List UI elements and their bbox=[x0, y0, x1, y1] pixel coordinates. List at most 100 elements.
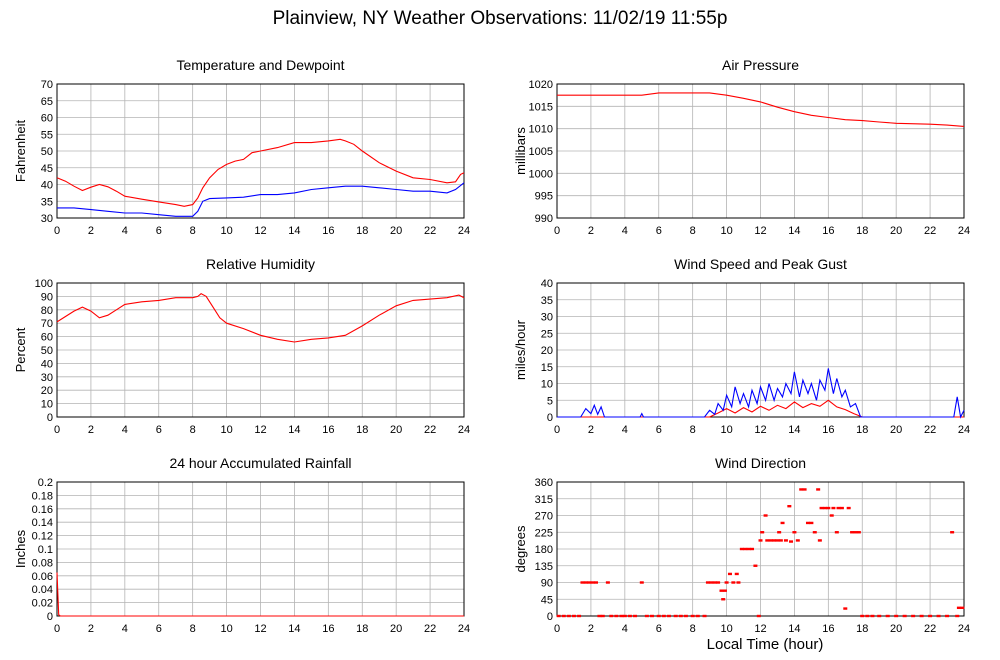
data-point bbox=[945, 614, 950, 618]
data-point bbox=[724, 581, 729, 584]
data-point bbox=[758, 539, 763, 542]
x-tick-label: 6 bbox=[656, 225, 662, 237]
data-point bbox=[556, 614, 561, 618]
data-point bbox=[727, 572, 732, 576]
x-tick-label: 18 bbox=[856, 225, 868, 237]
y-tick-label: 0 bbox=[47, 412, 53, 424]
data-point bbox=[587, 581, 592, 584]
chart-title: Wind Direction bbox=[715, 455, 806, 471]
data-point bbox=[656, 614, 661, 618]
x-tick-label: 16 bbox=[322, 623, 334, 635]
y-tick-label: 15 bbox=[541, 362, 553, 374]
chart-title: Wind Speed and Peak Gust bbox=[674, 256, 847, 272]
y-tick-label: 100 bbox=[35, 278, 53, 290]
y-tick-label: 1015 bbox=[529, 101, 553, 113]
data-point bbox=[783, 539, 788, 542]
x-tick-label: 12 bbox=[754, 225, 766, 237]
data-point bbox=[802, 488, 807, 491]
y-tick-label: 0.08 bbox=[32, 557, 53, 569]
x-tick-label: 4 bbox=[122, 623, 128, 635]
data-point bbox=[619, 614, 624, 618]
y-tick-label: 0 bbox=[547, 412, 553, 424]
x-tick-label: 2 bbox=[88, 424, 94, 436]
data-point bbox=[609, 614, 614, 618]
y-tick-label: 0.06 bbox=[32, 571, 53, 583]
x-tick-label: 22 bbox=[424, 225, 436, 237]
x-tick-label: 0 bbox=[554, 225, 560, 237]
data-point bbox=[831, 506, 836, 510]
x-tick-label: 20 bbox=[890, 225, 902, 237]
x-tick-label: 8 bbox=[190, 424, 196, 436]
data-point bbox=[673, 614, 678, 618]
x-tick-label: 14 bbox=[788, 424, 800, 436]
x-tick-label: 18 bbox=[356, 225, 368, 237]
data-point bbox=[822, 506, 827, 510]
y-tick-label: 35 bbox=[541, 295, 553, 307]
x-tick-label: 14 bbox=[788, 623, 800, 635]
data-point bbox=[777, 531, 782, 534]
data-point bbox=[812, 531, 817, 534]
data-point bbox=[834, 531, 839, 534]
y-tick-label: 0.12 bbox=[32, 531, 53, 543]
y-tick-label: 990 bbox=[535, 213, 553, 225]
y-tick-label: 80 bbox=[41, 305, 53, 317]
data-point bbox=[622, 614, 627, 618]
y-tick-label: 65 bbox=[41, 96, 53, 108]
data-point bbox=[843, 607, 848, 610]
y-tick-label: 35 bbox=[41, 196, 53, 208]
data-point bbox=[950, 531, 955, 534]
data-point bbox=[736, 581, 741, 584]
data-point bbox=[661, 614, 666, 618]
x-tick-label: 18 bbox=[856, 424, 868, 436]
y-tick-label: 360 bbox=[535, 477, 553, 489]
data-point bbox=[829, 514, 834, 517]
data-point bbox=[639, 581, 644, 584]
data-point bbox=[705, 581, 710, 584]
x-tick-label: 22 bbox=[924, 623, 936, 635]
data-point bbox=[816, 488, 821, 491]
chart-title: Air Pressure bbox=[722, 57, 799, 73]
data-point bbox=[902, 614, 907, 618]
x-tick-label: 8 bbox=[690, 424, 696, 436]
x-tick-label: 6 bbox=[656, 424, 662, 436]
y-tick-label: 30 bbox=[41, 372, 53, 384]
y-tick-label: 0 bbox=[47, 611, 53, 623]
x-tick-label: 2 bbox=[588, 424, 594, 436]
y-tick-label: 180 bbox=[535, 544, 553, 556]
data-point bbox=[678, 614, 683, 618]
data-point bbox=[763, 514, 768, 517]
data-point bbox=[734, 572, 739, 576]
chart-title: Temperature and Dewpoint bbox=[176, 57, 344, 73]
x-tick-label: 20 bbox=[390, 424, 402, 436]
y-axis-label: Fahrenheit bbox=[13, 120, 28, 183]
series-line-0 bbox=[56, 138, 465, 207]
x-tick-label: 0 bbox=[554, 424, 560, 436]
y-tick-label: 45 bbox=[541, 594, 553, 606]
data-point bbox=[836, 506, 841, 510]
data-point bbox=[721, 598, 726, 601]
y-tick-label: 0.1 bbox=[38, 544, 53, 556]
x-tick-label: 10 bbox=[720, 225, 732, 237]
x-tick-label: 18 bbox=[356, 623, 368, 635]
data-point bbox=[683, 614, 688, 618]
x-tick-label: 22 bbox=[424, 623, 436, 635]
data-point bbox=[731, 581, 736, 584]
y-tick-label: 0.16 bbox=[32, 504, 53, 516]
page-title: Plainview, NY Weather Observations: 11/0… bbox=[272, 8, 728, 29]
data-point bbox=[850, 531, 855, 534]
x-tick-label: 6 bbox=[656, 623, 662, 635]
x-tick-label: 12 bbox=[254, 225, 266, 237]
data-point bbox=[839, 506, 844, 510]
data-point bbox=[795, 539, 800, 542]
data-point bbox=[894, 614, 899, 618]
x-tick-label: 4 bbox=[622, 623, 628, 635]
data-point bbox=[936, 614, 941, 618]
data-point bbox=[577, 614, 582, 618]
y-tick-label: 30 bbox=[41, 213, 53, 225]
x-tick-label: 14 bbox=[288, 225, 300, 237]
y-tick-label: 50 bbox=[41, 146, 53, 158]
